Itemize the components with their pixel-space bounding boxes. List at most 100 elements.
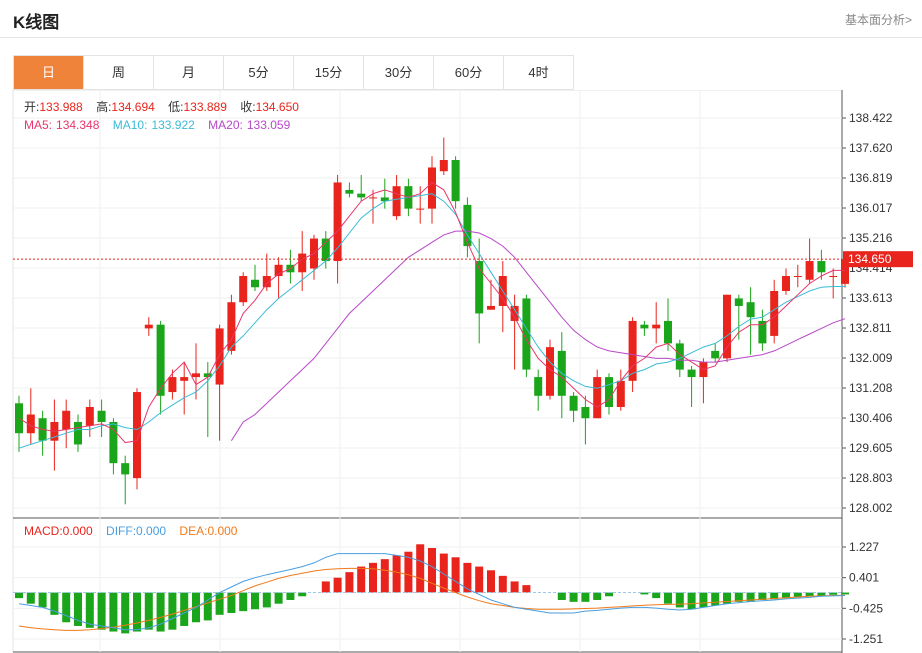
tab-30min[interactable]: 30分 [364,56,434,89]
candle-body [475,261,484,314]
candle-body [239,276,248,303]
macd-bar [286,592,295,600]
ma10-value: 133.922 [151,118,195,132]
candle-body [628,320,637,381]
candle-body [534,377,543,396]
macd-bar [711,592,720,606]
macd-bar [758,592,767,600]
macd-bar [156,592,165,632]
price-tick-label: 136.017 [849,201,893,215]
macd-bar [817,592,826,596]
candle-body [156,324,165,396]
candle-body [133,392,141,479]
macd-bar [321,581,330,593]
macd-tick-label: -0.425 [849,601,883,615]
candle-body [616,380,625,408]
ma-legend: MA5: 134.348 MA10: 133.922 MA20: 133.059 [24,118,291,132]
macd-tick-label: 1.227 [849,540,879,554]
macd-bar [805,592,814,597]
macd-bar [605,592,613,597]
macd-bar [487,570,495,593]
candle-body [74,421,82,445]
macd-bar [404,551,413,593]
macd-bar [133,592,141,632]
macd-bar [392,555,401,593]
candle-body [203,373,212,378]
candle-body [817,261,826,273]
candle-body [192,373,200,378]
candle-body [723,294,731,359]
tab-4hour[interactable]: 4时 [504,56,574,89]
price-tick-label: 133.613 [849,291,893,305]
low-label: 低: [168,100,183,114]
macd-histogram [15,544,849,634]
macd-bar [428,548,436,593]
ma10-label: MA10: [113,118,148,132]
candle-body [593,377,602,419]
macd-bar [298,592,307,597]
candle-body [451,159,460,202]
candle-body [62,410,71,430]
macd-bar [345,572,354,593]
tab-15min[interactable]: 15分 [294,56,364,89]
tab-day[interactable]: 日 [14,56,84,89]
candle-body [262,276,271,288]
macd-bar [251,592,259,610]
macd-bar [62,592,71,623]
macd-bar [357,566,366,593]
macd-bar [38,592,47,608]
macd-bar [522,585,531,593]
candles [15,137,849,505]
candle-body [746,302,755,318]
price-tick-label: 132.009 [849,351,893,365]
open-label: 开: [24,100,39,114]
header: K线图 基本面分析> [0,0,922,38]
macd-bar [416,544,425,593]
candle-body [793,276,802,278]
candle-body [180,377,189,381]
candle-body [510,305,519,321]
candle-body [734,298,743,306]
candle-body [605,377,613,408]
candle-body [758,320,767,344]
macd-panel-frame [12,517,843,653]
macd-legend: MACD:0.000 DIFF:0.000 DEA:0.000 [24,524,238,538]
candle-body [121,463,130,475]
macd-bar [770,592,779,600]
tab-60min[interactable]: 60分 [434,56,504,89]
fundamental-analysis-link[interactable]: 基本面分析> [844,13,912,27]
macd-bar [168,592,177,630]
candle-body [664,320,672,344]
macd-bar [652,592,661,599]
candle-body [333,182,342,262]
macd-bar [180,592,189,626]
diff-value: 0.000 [136,524,166,538]
candle-body [168,377,177,393]
macd-bar [227,592,236,613]
macd-bar [475,566,484,593]
close-label: 收: [240,100,255,114]
period-tabs: 日 周 月 5分 15分 30分 60分 4时 [13,55,574,90]
kline-chart[interactable]: 138.422137.620136.819136.017135.216134.4… [0,89,922,653]
macd-bar [15,592,23,599]
candle-body [640,324,649,329]
high-label: 高: [96,99,111,114]
candle-body [144,324,153,329]
macd-value: 0.000 [63,524,93,538]
high-value: 134.694 [111,100,155,114]
tab-week[interactable]: 周 [84,56,154,89]
tab-month[interactable]: 月 [154,56,224,89]
candle-body [97,410,106,422]
dea-value: 0.000 [207,524,237,538]
macd-bar [841,592,849,595]
candle-body [26,414,35,434]
candle-body [416,208,425,210]
macd-bar [333,577,342,593]
candle-body [841,259,849,284]
candle-body [345,189,354,194]
macd-bar [687,592,696,610]
candle-body [215,328,224,385]
macd-bar [734,592,743,602]
price-tick-label: 128.803 [849,471,893,485]
tab-5min[interactable]: 5分 [224,56,294,89]
